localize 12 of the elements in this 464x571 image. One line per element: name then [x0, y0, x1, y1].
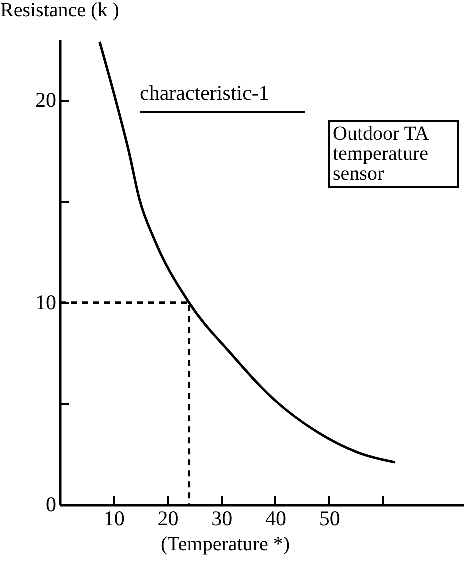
x-tick-label: 20	[158, 506, 179, 530]
x-tick-label: 40	[265, 506, 286, 530]
x-tick-label: 50	[319, 506, 340, 530]
y-tick-label: 20	[36, 88, 56, 112]
y-tick-label: 10	[36, 290, 56, 314]
x-tick-label: 30	[212, 506, 233, 530]
y-tick-label: 0	[46, 492, 56, 516]
annotation: Outdoor TA temperature sensor	[333, 123, 430, 185]
annotation: characteristic-1	[140, 81, 270, 105]
x-tick-label: 10	[104, 506, 125, 530]
y-axis-title: Resistance (k )	[0, 0, 120, 22]
x-axis-title: (Temperature *)	[160, 534, 290, 556]
